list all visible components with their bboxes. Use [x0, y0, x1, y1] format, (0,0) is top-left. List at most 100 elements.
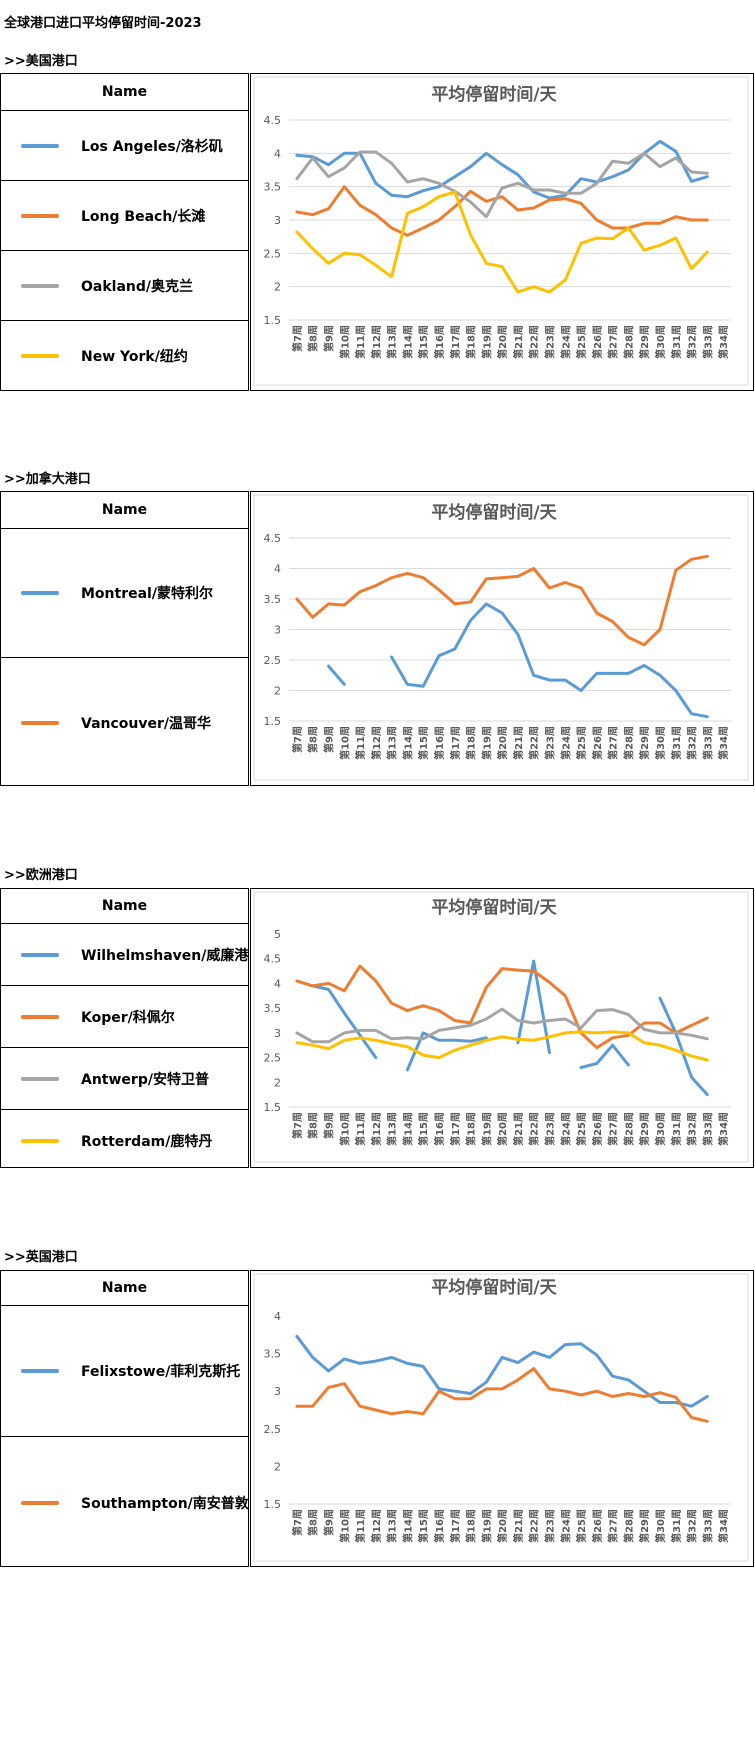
- legend-row: Koper/科佩尔: [1, 986, 248, 1048]
- legend-label: Vancouver/温哥华: [81, 715, 212, 732]
- series-line: [295, 139, 709, 200]
- legend-table: Name Felixstowe/菲利克斯托 Southampton/南安普敦: [0, 1270, 249, 1567]
- x-tick-label: 第13周: [386, 325, 399, 359]
- legend-swatch: [21, 1500, 59, 1505]
- legend-row: Felixstowe/菲利克斯托: [1, 1306, 248, 1437]
- legend-row: Southampton/南安普敦: [1, 1437, 249, 1568]
- y-tick-label: 3.5: [264, 1002, 282, 1015]
- y-tick-label: 3.5: [264, 1348, 282, 1361]
- y-tick-label: 2: [274, 1076, 281, 1089]
- x-tick-label: 第17周: [449, 325, 462, 359]
- x-tick-label: 第20周: [496, 325, 509, 359]
- series-line: [658, 996, 709, 1097]
- x-tick-label: 第7周: [291, 1112, 304, 1139]
- x-tick-label: 第27周: [607, 726, 620, 760]
- legend-swatch: [21, 591, 59, 595]
- y-tick-label: 1.5: [264, 1101, 282, 1114]
- x-tick-label: 第8周: [307, 726, 320, 753]
- x-tick-label: 第21周: [512, 726, 525, 760]
- x-tick-label: 第13周: [386, 1112, 399, 1146]
- y-tick-label: 4.5: [264, 114, 282, 127]
- series-line: [390, 602, 709, 719]
- x-tick-label: 第14周: [401, 1112, 414, 1146]
- y-tick-label: 4: [274, 563, 281, 576]
- x-tick-label: 第33周: [701, 1509, 714, 1543]
- x-tick-label: 第29周: [638, 726, 651, 760]
- x-tick-label: 第15周: [417, 325, 430, 359]
- x-tick-label: 第25周: [575, 1509, 588, 1543]
- x-tick-label: 第26周: [591, 1509, 604, 1543]
- legend-table: Name Los Angeles/洛杉矶 Long Beach/长滩 Oakland/…: [0, 73, 249, 391]
- x-tick-label: 第13周: [386, 1509, 399, 1543]
- x-tick-label: 第25周: [575, 1112, 588, 1146]
- x-tick-label: 第21周: [512, 1509, 525, 1543]
- legend-header: Name: [1, 889, 248, 924]
- x-tick-label: 第25周: [575, 726, 588, 760]
- y-tick-label: 2: [274, 685, 281, 698]
- legend-label: Wilhelmshaven/威廉港: [81, 947, 249, 964]
- x-tick-label: 第19周: [480, 325, 493, 359]
- series-line: [327, 664, 346, 686]
- legend-row: Vancouver/温哥华: [1, 658, 248, 787]
- y-tick-label: 4: [274, 977, 281, 990]
- x-tick-label: 第23周: [543, 726, 556, 760]
- legend-header: Name: [1, 492, 248, 529]
- x-tick-label: 第11周: [354, 1112, 367, 1146]
- x-tick-label: 第17周: [449, 726, 462, 760]
- legend-row: Oakland/奥克兰: [1, 251, 248, 321]
- x-tick-label: 第27周: [607, 1509, 620, 1543]
- x-tick-label: 第23周: [543, 1112, 556, 1146]
- chart-frame: [253, 76, 749, 386]
- legend-swatch: [21, 1138, 59, 1143]
- x-tick-label: 第14周: [401, 1509, 414, 1543]
- series-line: [579, 1043, 630, 1069]
- legend-row: Long Beach/长滩: [1, 181, 248, 251]
- legend-swatch: [21, 1369, 59, 1373]
- region-title: >>加拿大港口: [4, 472, 91, 487]
- series-line: [295, 1367, 709, 1423]
- x-tick-label: 第12周: [370, 325, 383, 359]
- x-tick-label: 第33周: [701, 726, 714, 760]
- legend-swatch: [21, 1076, 59, 1081]
- chart-title: 平均停留时间/天: [431, 502, 557, 523]
- x-tick-label: 第29周: [638, 1112, 651, 1146]
- legend-label: Felixstowe/菲利克斯托: [81, 1364, 241, 1380]
- x-tick-label: 第21周: [512, 1112, 525, 1146]
- y-tick-label: 2.5: [264, 247, 282, 260]
- x-tick-label: 第34周: [717, 1509, 730, 1543]
- x-tick-label: 第22周: [528, 1509, 541, 1543]
- y-tick-label: 4: [274, 147, 281, 160]
- x-tick-label: 第18周: [465, 726, 478, 760]
- x-tick-label: 第30周: [654, 1509, 667, 1543]
- x-tick-label: 第12周: [370, 1112, 383, 1146]
- x-tick-label: 第14周: [401, 325, 414, 359]
- y-tick-label: 2: [274, 281, 281, 294]
- x-tick-label: 第17周: [449, 1112, 462, 1146]
- legend-row: Antwerp/安特卫普: [1, 1048, 248, 1110]
- legend-row: Rotterdam/鹿特丹: [1, 1110, 248, 1171]
- x-tick-label: 第30周: [654, 1112, 667, 1146]
- legend-label: Long Beach/长滩: [81, 208, 206, 225]
- series-line: [295, 1030, 709, 1062]
- x-tick-label: 第24周: [559, 726, 572, 760]
- y-tick-label: 3: [274, 624, 281, 637]
- x-tick-label: 第19周: [480, 1112, 493, 1146]
- x-tick-label: 第8周: [307, 1509, 320, 1536]
- y-tick-label: 3.5: [264, 181, 282, 194]
- x-tick-label: 第34周: [717, 325, 730, 359]
- x-tick-label: 第13周: [386, 726, 399, 760]
- legend-label: Rotterdam/鹿特丹: [81, 1133, 213, 1150]
- x-tick-label: 第15周: [417, 1112, 430, 1146]
- chart-frame: [253, 891, 749, 1163]
- x-tick-label: 第23周: [543, 1509, 556, 1543]
- legend-swatch: [21, 213, 59, 218]
- x-tick-label: 第11周: [354, 1509, 367, 1543]
- legend-swatch: [21, 952, 59, 957]
- x-tick-label: 第33周: [701, 1112, 714, 1146]
- x-tick-label: 第12周: [370, 1509, 383, 1543]
- chart-container: 平均停留时间/天 1.5 2 2.5 3 3.5 4 第7周 第8周 第9周 第10周 第11周 第12…: [250, 1270, 754, 1567]
- x-tick-label: 第32周: [686, 325, 699, 359]
- x-tick-label: 第32周: [686, 1112, 699, 1146]
- x-tick-label: 第34周: [717, 726, 730, 760]
- x-tick-label: 第33周: [701, 325, 714, 359]
